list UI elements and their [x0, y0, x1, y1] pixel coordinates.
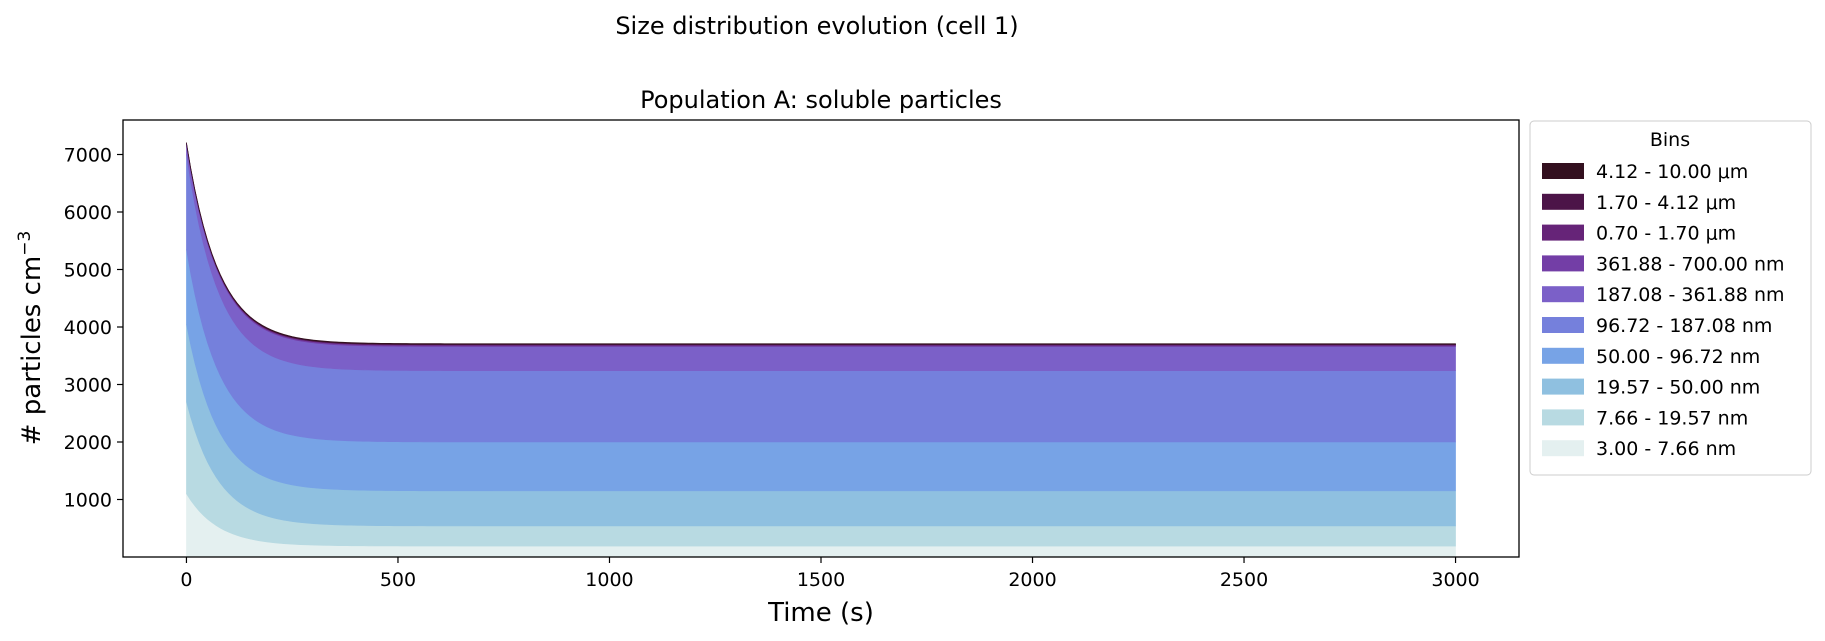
- legend-items: 4.12 - 10.00 μm 1.70 - 4.12 μm 0.70 - 1.70…: [1542, 161, 1785, 460]
- y-tick-label: 3000: [64, 375, 112, 397]
- y-tick-label: 5000: [64, 260, 112, 282]
- y-axis-ticks: 1000 2000 3000 4000 5000 6000 7000: [64, 145, 123, 512]
- legend-label: 0.70 - 1.70 μm: [1596, 223, 1736, 245]
- legend-swatch: [1542, 286, 1584, 303]
- y-axis-label-superscript: −3: [15, 231, 35, 256]
- legend-frame: [1529, 120, 1812, 476]
- legend-label: 3.00 - 7.66 nm: [1596, 438, 1736, 460]
- y-axis-label-main: # particles cm: [17, 256, 47, 446]
- x-tick-label: 500: [380, 569, 416, 591]
- x-axis-label: Time (s): [767, 598, 874, 628]
- legend-swatch: [1542, 347, 1584, 364]
- y-tick-label: 6000: [64, 202, 112, 224]
- legend-label: 50.00 - 96.72 nm: [1596, 346, 1760, 368]
- x-tick-label: 1500: [797, 569, 845, 591]
- x-tick-label: 2500: [1220, 569, 1268, 591]
- area-series-8: [186, 142, 1456, 346]
- legend-label: 19.57 - 50.00 nm: [1596, 377, 1760, 399]
- legend-label: 7.66 - 19.57 nm: [1596, 407, 1748, 429]
- legend-swatch: [1542, 163, 1584, 179]
- area-series-5: [186, 145, 1456, 371]
- chart-title: Population A: soluble particles: [640, 86, 1002, 114]
- legend-swatch: [1542, 224, 1584, 241]
- y-tick-label: 2000: [64, 432, 112, 454]
- x-tick-label: 1000: [585, 569, 633, 591]
- x-axis-ticks: 0 500 1000 1500 2000 2500 3000: [180, 557, 1480, 591]
- legend-swatch: [1542, 409, 1584, 426]
- y-tick-label: 7000: [64, 145, 112, 167]
- legend-title: Bins: [1650, 129, 1690, 151]
- legend-swatch: [1542, 255, 1584, 272]
- y-tick-label: 4000: [64, 317, 112, 339]
- legend-swatch: [1542, 440, 1584, 457]
- legend-label: 4.12 - 10.00 μm: [1596, 161, 1748, 183]
- area-series-7: [186, 143, 1456, 346]
- legend-label: 96.72 - 187.08 nm: [1596, 315, 1772, 337]
- legend: Bins 4.12 - 10.00 μm 1.70 - 4.12 μm 0.70 -…: [1529, 120, 1812, 476]
- legend-swatch: [1542, 378, 1584, 395]
- legend-label: 1.70 - 4.12 μm: [1596, 192, 1736, 214]
- legend-swatch: [1542, 317, 1584, 333]
- area-series-6: [186, 144, 1456, 347]
- y-tick-label: 1000: [64, 490, 112, 512]
- x-tick-label: 0: [180, 569, 192, 591]
- plot-frame: [122, 119, 1520, 558]
- y-axis-label: # particles cm−3: [15, 231, 47, 446]
- x-tick-label: 2000: [1008, 569, 1056, 591]
- legend-label: 187.08 - 361.88 nm: [1596, 284, 1785, 306]
- chart-suptitle: Size distribution evolution (cell 1): [615, 12, 1018, 40]
- legend-swatch: [1542, 193, 1584, 210]
- area-layers: [186, 142, 1456, 558]
- x-tick-label: 3000: [1431, 569, 1479, 591]
- legend-label: 361.88 - 700.00 nm: [1596, 253, 1785, 275]
- area-series-9: [186, 142, 1456, 345]
- area-series-4: [186, 154, 1456, 443]
